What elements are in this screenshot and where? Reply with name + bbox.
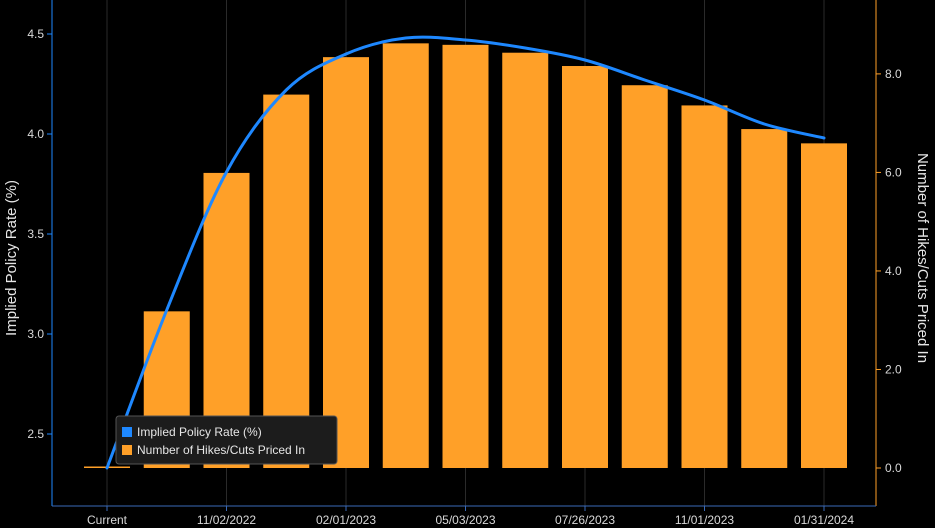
bar — [502, 52, 549, 468]
x-tick-label: Current — [87, 513, 128, 527]
bar — [382, 43, 429, 469]
left-axis-title: Implied Policy Rate (%) — [3, 180, 20, 336]
bar — [741, 129, 788, 469]
x-tick-label: 02/01/2023 — [316, 513, 376, 527]
legend-label-policy-rate: Implied Policy Rate (%) — [137, 425, 262, 439]
x-tick-label: 11/02/2022 — [197, 513, 256, 527]
left-tick-label: 4.5 — [27, 27, 44, 41]
line-layer — [105, 35, 826, 470]
line-series-policy-rate — [105, 35, 826, 470]
right-axis-title: Number of Hikes/Cuts Priced In — [914, 153, 931, 363]
bar — [681, 105, 728, 468]
left-tick-label: 3.0 — [27, 327, 44, 341]
x-tick-label: 01/31/2024 — [794, 513, 854, 527]
left-axis-ticks: 2.5 3.0 3.5 4.0 4.5 — [27, 27, 52, 441]
bar — [562, 66, 608, 468]
bar — [442, 44, 489, 469]
right-tick-label: 8.0 — [885, 67, 902, 81]
right-tick-label: 0.0 — [885, 461, 902, 475]
legend-swatch-hikes-cuts — [122, 445, 132, 455]
left-tick-label: 2.5 — [27, 427, 44, 441]
x-tick-label: 07/26/2023 — [555, 513, 615, 527]
x-axis-ticks: Current 11/02/2022 02/01/2023 05/03/2023 07/… — [87, 506, 854, 527]
bar — [323, 57, 369, 468]
legend-swatch-policy-rate — [122, 427, 132, 437]
bar — [801, 143, 847, 469]
left-tick-label: 3.5 — [27, 227, 44, 241]
left-tick-label: 4.0 — [27, 127, 44, 141]
legend: Implied Policy Rate (%) Number of Hikes/… — [115, 415, 338, 465]
bar — [263, 94, 310, 468]
legend-label-hikes-cuts: Number of Hikes/Cuts Priced In — [137, 443, 305, 457]
right-tick-label: 6.0 — [885, 165, 902, 179]
x-tick-label: 11/01/2023 — [675, 513, 734, 527]
legend-box — [115, 415, 338, 465]
right-axis-ticks: 0.0 2.0 4.0 6.0 8.0 — [876, 67, 902, 475]
x-tick-label: 05/03/2023 — [435, 513, 495, 527]
right-tick-label: 2.0 — [885, 362, 902, 376]
axes — [51, 0, 877, 507]
bar — [621, 85, 668, 468]
right-tick-label: 4.0 — [885, 264, 902, 278]
